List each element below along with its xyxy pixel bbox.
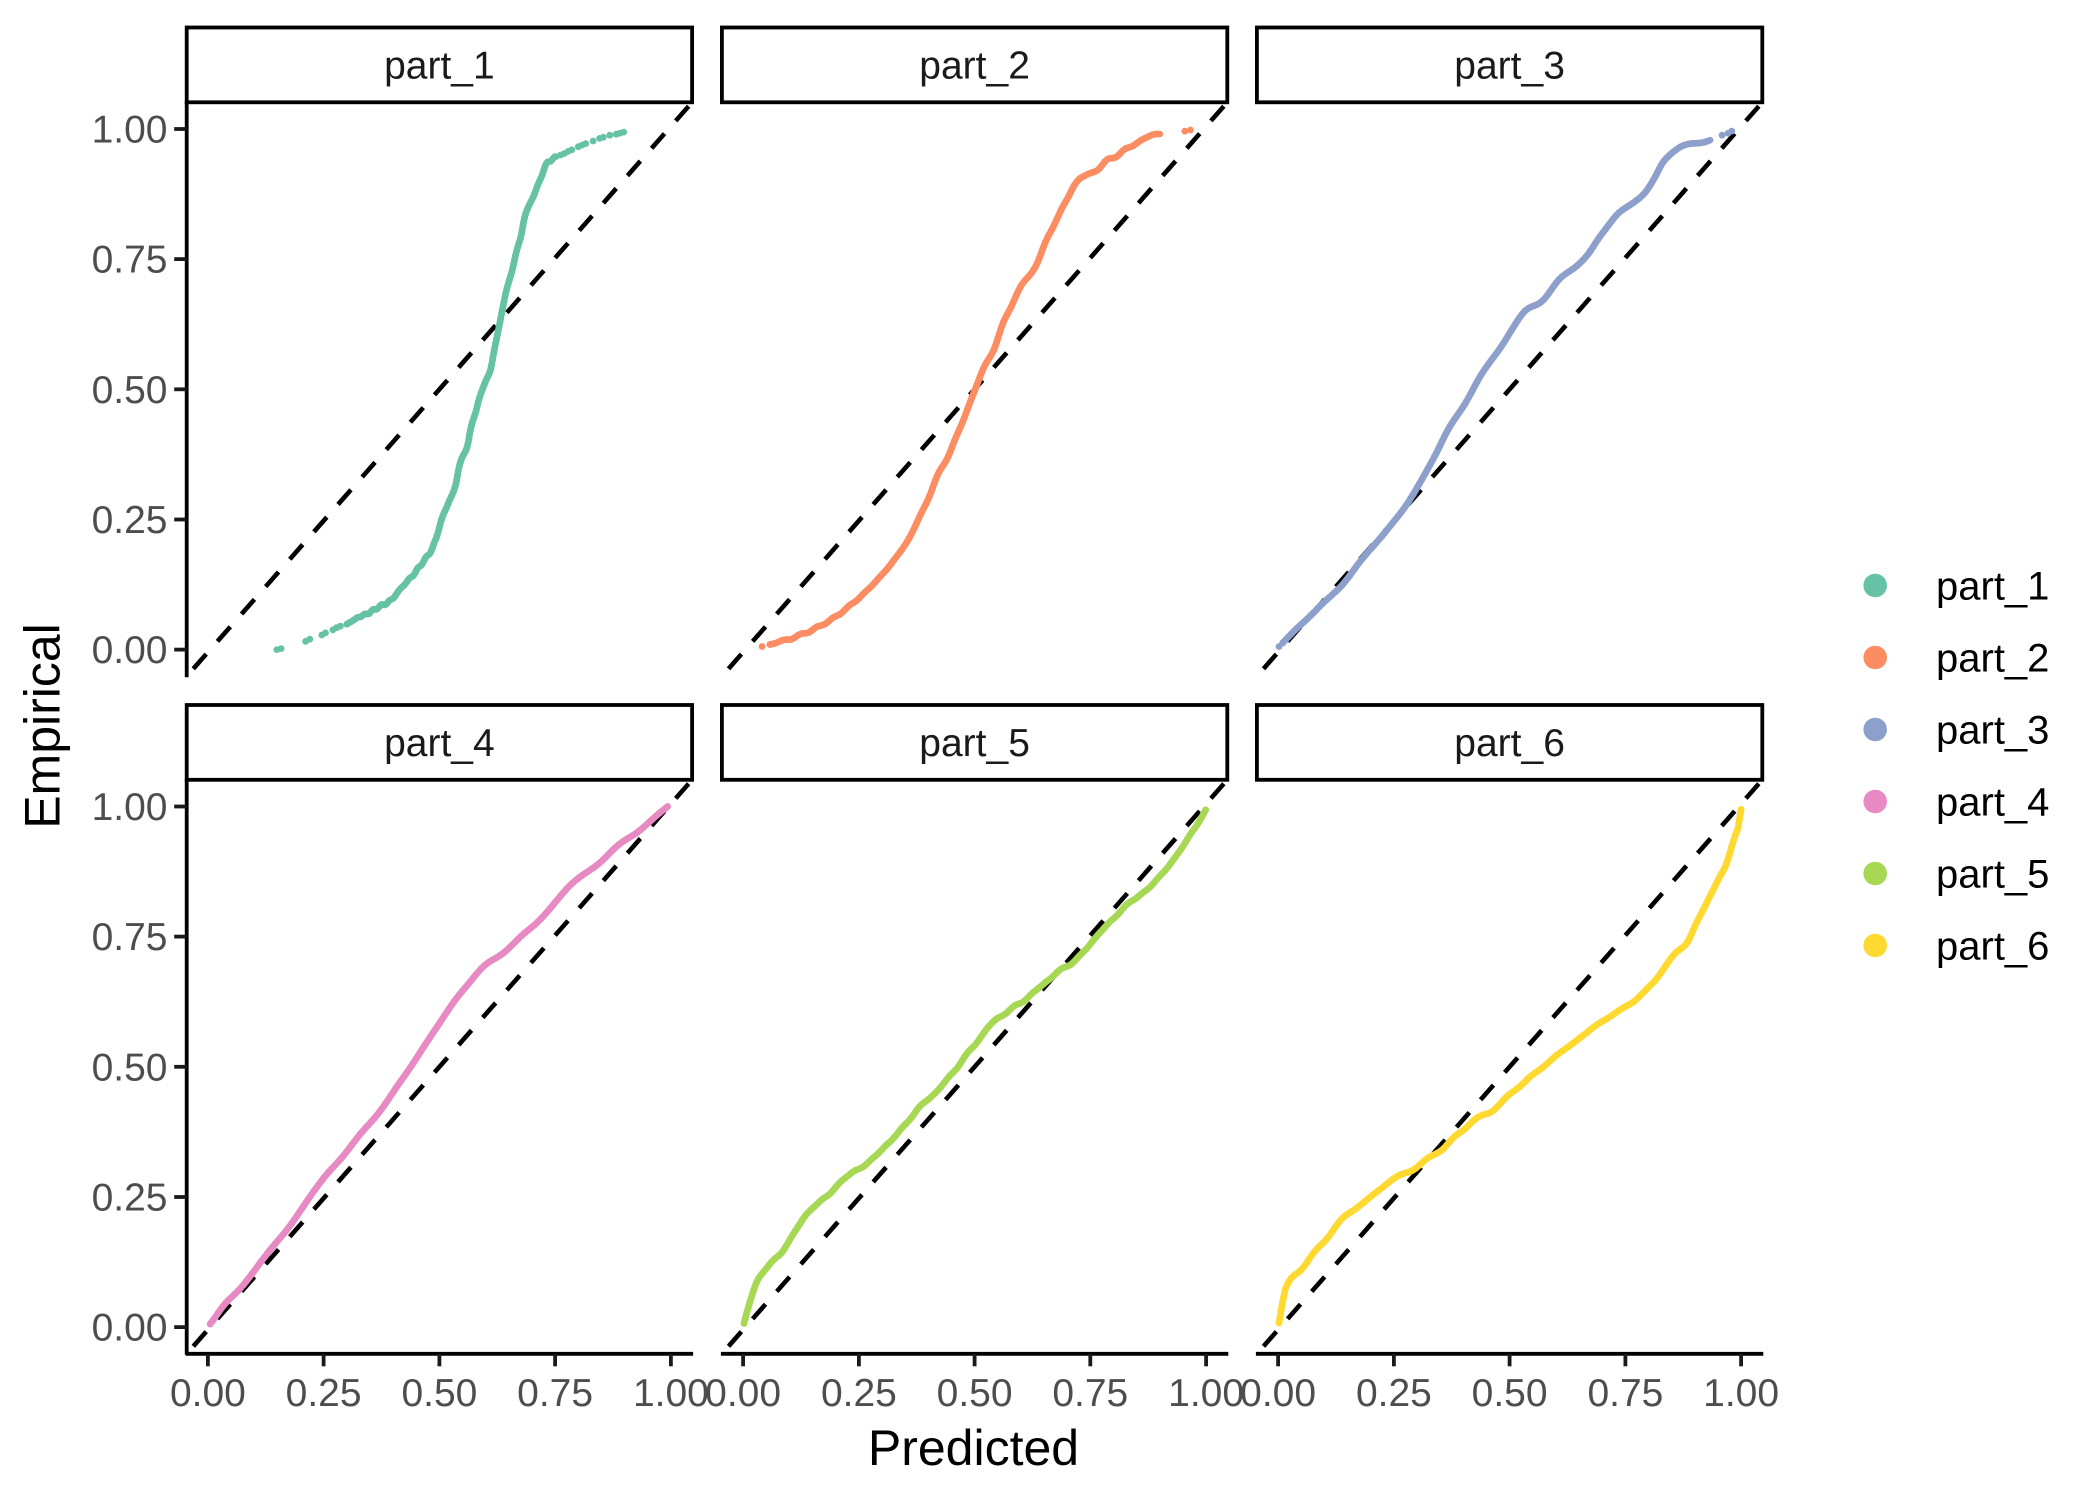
svg-text:part_6: part_6 [1454, 722, 1565, 765]
svg-text:part_5: part_5 [919, 722, 1030, 765]
svg-text:0.75: 0.75 [92, 916, 168, 959]
svg-text:0.25: 0.25 [821, 1372, 897, 1415]
svg-text:part_2: part_2 [919, 44, 1030, 87]
svg-text:0.00: 0.00 [92, 1307, 168, 1350]
svg-text:0.50: 0.50 [401, 1372, 477, 1415]
svg-text:part_4: part_4 [384, 722, 495, 765]
svg-text:0.75: 0.75 [1052, 1372, 1128, 1415]
svg-text:part_6: part_6 [1936, 925, 2049, 969]
svg-text:part_1: part_1 [1936, 565, 2049, 609]
svg-text:1.00: 1.00 [633, 1372, 709, 1415]
svg-text:1.00: 1.00 [92, 786, 168, 829]
svg-text:part_4: part_4 [1936, 781, 2049, 825]
svg-text:part_3: part_3 [1454, 44, 1565, 87]
svg-text:part_3: part_3 [1936, 709, 2049, 753]
svg-text:0.50: 0.50 [937, 1372, 1013, 1415]
svg-text:Predicted: Predicted [868, 1420, 1079, 1476]
svg-text:0.75: 0.75 [92, 239, 168, 282]
svg-text:1.00: 1.00 [1703, 1372, 1779, 1415]
svg-text:part_2: part_2 [1936, 637, 2049, 681]
svg-text:0.75: 0.75 [517, 1372, 593, 1415]
svg-text:1.00: 1.00 [92, 109, 168, 152]
svg-text:0.50: 0.50 [1472, 1372, 1548, 1415]
svg-text:0.75: 0.75 [1587, 1372, 1663, 1415]
svg-text:0.25: 0.25 [286, 1372, 362, 1415]
svg-text:0.00: 0.00 [92, 629, 168, 672]
svg-text:Empirical: Empirical [15, 623, 71, 829]
svg-text:0.00: 0.00 [1240, 1372, 1316, 1415]
svg-text:0.00: 0.00 [705, 1372, 781, 1415]
svg-text:0.50: 0.50 [92, 1046, 168, 1089]
svg-text:0.25: 0.25 [92, 499, 168, 542]
svg-text:0.25: 0.25 [1356, 1372, 1432, 1415]
svg-text:1.00: 1.00 [1168, 1372, 1244, 1415]
svg-text:0.50: 0.50 [92, 369, 168, 412]
svg-text:0.00: 0.00 [170, 1372, 246, 1415]
svg-text:0.25: 0.25 [92, 1177, 168, 1220]
svg-text:part_1: part_1 [384, 44, 495, 87]
svg-text:part_5: part_5 [1936, 853, 2049, 897]
